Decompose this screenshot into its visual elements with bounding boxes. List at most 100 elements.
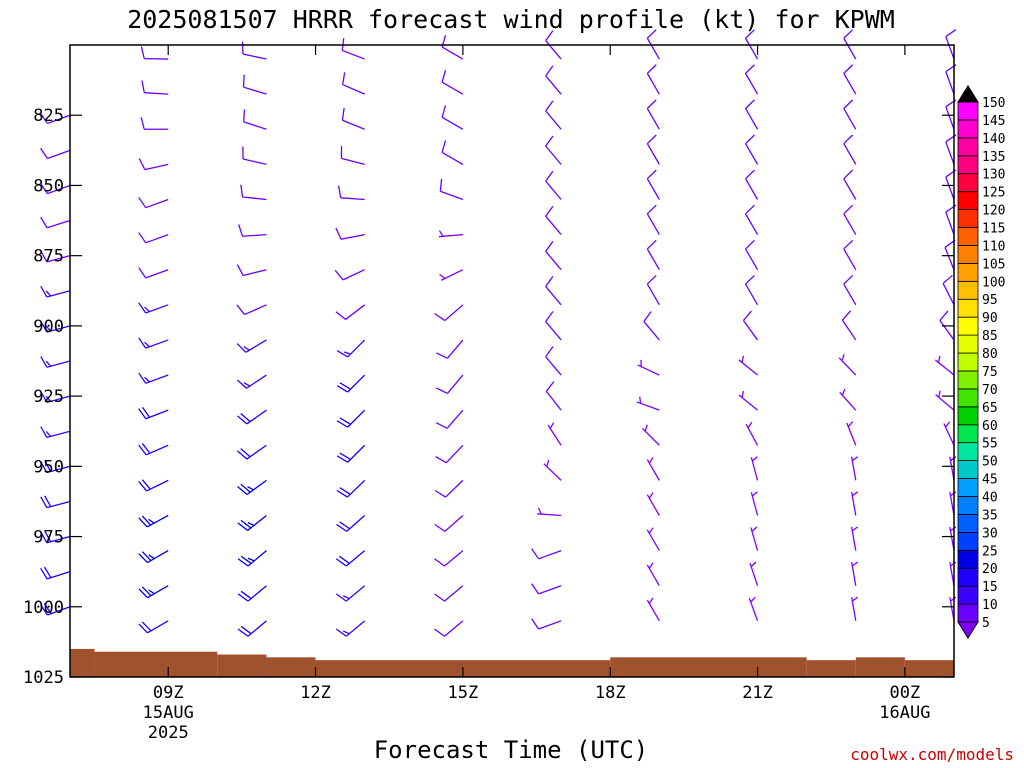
barb-feather [138, 267, 147, 279]
barb-feather [339, 487, 351, 495]
wind-barb [335, 227, 365, 240]
barb-feather [141, 406, 151, 418]
colorbar-label: 50 [982, 455, 998, 470]
barb-feather [237, 450, 248, 460]
wind-barb [744, 204, 759, 235]
wind-barb [434, 620, 464, 637]
barb-feather [439, 273, 446, 279]
wind-barb [40, 530, 71, 544]
barb-feather [335, 558, 347, 567]
wind-barb [935, 390, 955, 411]
barb-feather [545, 311, 554, 322]
barb-shaft [444, 304, 464, 322]
barb-feather [39, 112, 48, 124]
barb-shaft [637, 364, 660, 376]
barb-feather [43, 566, 52, 579]
barb-shaft [46, 255, 71, 263]
wind-barb [643, 311, 660, 341]
wind-barb [646, 99, 660, 130]
wind-barb [646, 457, 660, 481]
colorbar-label: 75 [982, 365, 998, 380]
barb-feather [750, 561, 757, 568]
barb-feather [138, 481, 148, 492]
wind-barb [439, 269, 464, 281]
plot-frame [69, 44, 955, 678]
wind-barb [545, 170, 562, 200]
barb-feather [336, 489, 348, 498]
barb-feather [435, 456, 447, 464]
barb-feather [240, 413, 251, 423]
wind-barb [646, 134, 660, 165]
colorbar-label: 100 [982, 275, 1005, 290]
wind-barb [636, 396, 660, 411]
wind-barbs [39, 29, 957, 637]
barb-feather [745, 239, 755, 250]
barb-feather [851, 456, 859, 462]
barb-feather [138, 444, 147, 456]
barb-feather [237, 486, 248, 495]
wind-barb [439, 178, 464, 201]
barb-shaft [945, 71, 955, 95]
terrain-segment [904, 660, 954, 677]
wind-barb [138, 372, 169, 384]
wind-barb [850, 491, 859, 516]
colorbar-cell [957, 442, 979, 462]
barb-shaft [843, 248, 857, 271]
colorbar-cell [957, 567, 979, 587]
barb-feather [138, 337, 147, 349]
barb-feather [138, 197, 147, 209]
wind-barb [39, 183, 71, 195]
barb-feather [646, 204, 657, 215]
barb-shaft [144, 92, 169, 95]
barb-shaft [144, 163, 169, 171]
wind-barb [138, 585, 169, 599]
barb-feather [336, 523, 348, 532]
wind-barb [545, 205, 562, 236]
barb-shaft [446, 409, 464, 429]
wind-barb [335, 550, 366, 567]
barb-shaft [545, 145, 562, 165]
wind-barb [138, 267, 169, 279]
wind-barb [138, 232, 169, 244]
colorbar-cell [957, 514, 979, 533]
barb-shaft [341, 157, 365, 166]
barb-feather [45, 325, 52, 332]
wind-barb [434, 515, 464, 532]
barb-shaft [340, 197, 365, 201]
wind-barb [641, 424, 660, 446]
barb-feather [843, 99, 854, 109]
barb-feather [851, 596, 859, 602]
barb-shaft [444, 585, 464, 602]
wind-barb [646, 239, 660, 271]
barb-feather [546, 459, 550, 467]
barb-feather [240, 483, 251, 493]
terrain-segment [94, 651, 218, 677]
barb-feather [39, 183, 48, 195]
barb-feather [648, 527, 654, 534]
barb-feather [141, 551, 152, 562]
barb-shaft [145, 233, 169, 244]
colorbar-label: 65 [982, 401, 998, 416]
barb-feather [545, 240, 554, 252]
barb-feather [40, 496, 48, 508]
wind-barb [646, 204, 660, 235]
wind-barb [750, 456, 759, 481]
colorbar-label: 130 [982, 168, 1005, 183]
wind-barb [545, 240, 562, 271]
barb-feather [434, 312, 446, 322]
wind-barb [40, 250, 71, 263]
barb-shaft [145, 409, 169, 420]
y-tick-label: 1025 [23, 668, 64, 688]
y-axis: 825 850 875 900 925 950 975 1000 1025 [23, 106, 954, 688]
wind-barb [843, 204, 857, 235]
barb-feather [751, 526, 758, 532]
barb-feather [237, 628, 249, 637]
barb-feather [45, 290, 52, 297]
barb-shaft [744, 143, 759, 165]
colorbar-cell [957, 531, 979, 551]
colorbar-cell [957, 155, 979, 175]
barb-feather [138, 372, 147, 384]
barb-feather [545, 100, 554, 112]
barb-shaft [445, 479, 464, 498]
barb-feather [841, 388, 846, 396]
